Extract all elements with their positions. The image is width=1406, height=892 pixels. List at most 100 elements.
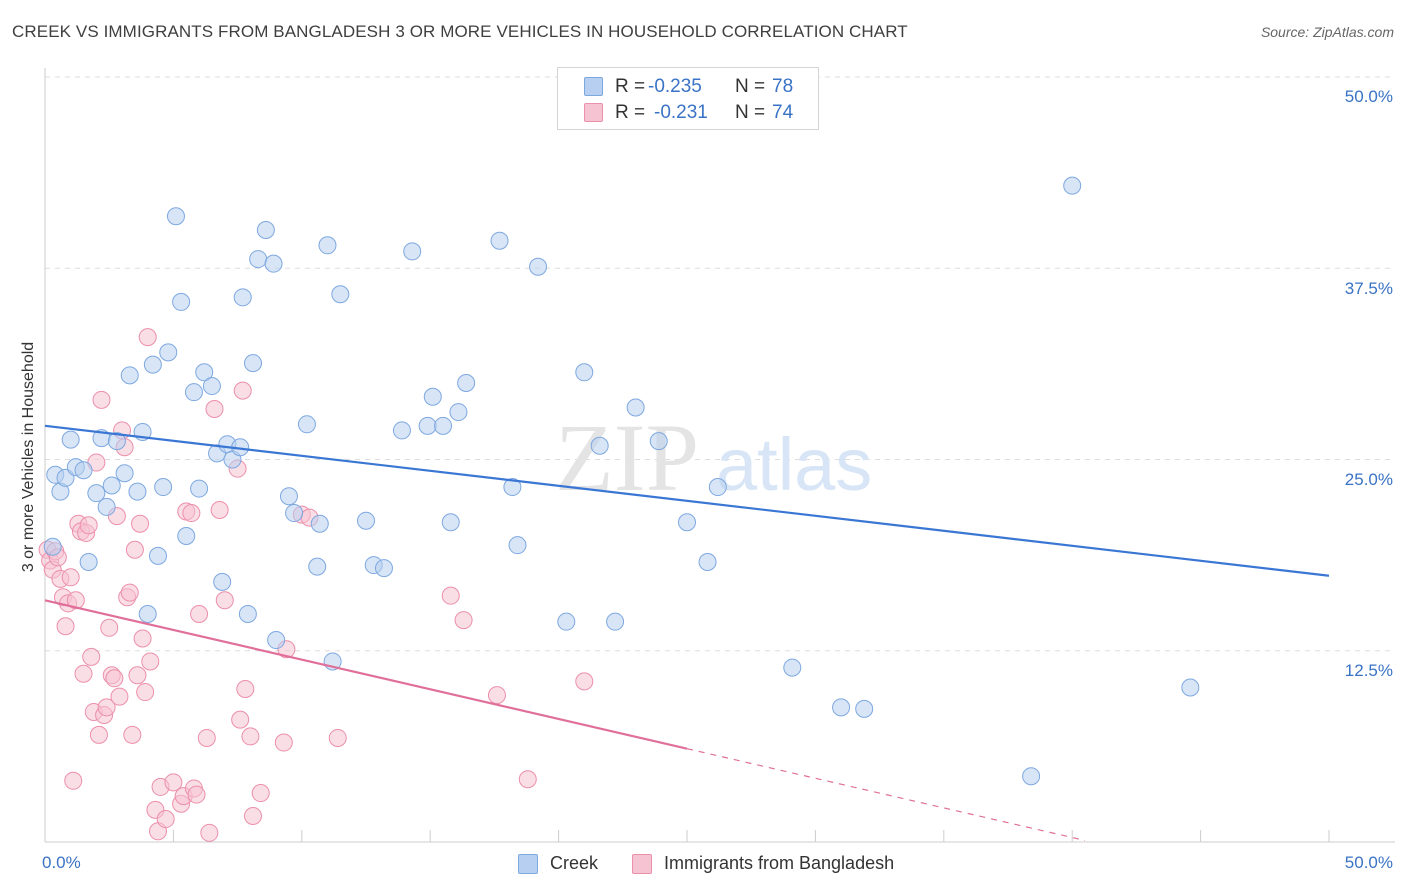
creek-point — [244, 354, 263, 373]
r-label: R = — [615, 76, 646, 97]
creek-point — [441, 513, 460, 532]
creek-point — [107, 432, 126, 451]
creek-point — [279, 487, 298, 506]
y-axis-label: 3 or more Vehicles in Household — [20, 341, 37, 573]
creek-point — [138, 605, 157, 624]
creek-point — [154, 478, 173, 497]
bangladesh-point — [66, 591, 85, 610]
creek-point — [264, 254, 283, 273]
bangladesh-point — [56, 617, 75, 636]
bangladesh-point — [125, 540, 144, 559]
bangladesh-point — [200, 823, 219, 842]
creek-legend-swatch — [518, 854, 538, 874]
series-creek-points — [43, 176, 1200, 786]
bangladesh-point — [454, 611, 473, 630]
x-tick-max: 50.0% — [1344, 853, 1393, 872]
creek-point — [708, 478, 727, 497]
creek-swatch — [584, 77, 603, 96]
creek-point — [190, 479, 209, 498]
creek-point — [128, 482, 147, 501]
n-value: 78 — [772, 76, 794, 97]
bangladesh-point — [251, 784, 270, 803]
creek-point — [374, 559, 393, 578]
bangladesh-point — [156, 810, 175, 829]
bangladesh-trend-extension — [686, 748, 1086, 842]
creek-point — [195, 363, 214, 382]
creek-point — [61, 430, 80, 449]
creek-point — [1181, 678, 1200, 697]
series-bangladesh-points — [38, 328, 594, 842]
creek-point — [102, 476, 121, 495]
axes — [44, 68, 1395, 843]
legend-label-bangladesh: Immigrants from Bangladesh — [664, 853, 895, 873]
creek-point — [403, 242, 422, 261]
n-value: 74 — [772, 102, 794, 123]
creek-point — [233, 288, 252, 307]
bangladesh-point — [136, 683, 155, 702]
creek-point — [285, 504, 304, 523]
y-tick-12-5: 12.5% — [1344, 661, 1393, 680]
creek-point — [79, 553, 98, 572]
r-label: R = — [615, 102, 646, 123]
creek-point — [172, 292, 191, 311]
r-value: -0.231 — [654, 102, 708, 123]
creek-point — [490, 231, 509, 250]
creek-point — [213, 572, 232, 591]
creek-point — [434, 416, 453, 435]
bangladesh-point — [244, 806, 263, 825]
r-value: -0.235 — [648, 76, 702, 97]
bangladesh-point — [187, 785, 206, 804]
creek-point — [832, 698, 851, 717]
creek-point — [606, 612, 625, 631]
bangladesh-point — [61, 568, 80, 587]
bangladesh-point — [231, 710, 250, 729]
bangladesh-swatch — [584, 103, 603, 122]
bangladesh-point — [441, 586, 460, 605]
bangladesh-point — [138, 328, 157, 347]
bangladesh-point — [92, 390, 111, 409]
creek-point — [418, 416, 437, 435]
creek-point — [297, 415, 316, 434]
creek-point — [177, 527, 196, 545]
creek-point — [331, 285, 350, 304]
creek-point — [783, 658, 802, 677]
bangladesh-point — [82, 647, 101, 666]
creek-point — [508, 536, 527, 555]
bangladesh-point — [190, 605, 209, 624]
bangladesh-point — [123, 725, 142, 744]
creek-point — [166, 207, 185, 226]
bangladesh-point — [274, 733, 293, 752]
creek-point — [87, 484, 106, 503]
bangladesh-trend-line — [44, 599, 688, 750]
chart-source: Source: ZipAtlas.com — [1260, 24, 1394, 40]
creek-point — [143, 355, 162, 374]
watermark-atlas: atlas — [716, 423, 872, 506]
creek-point — [256, 221, 275, 239]
creek-point — [503, 478, 522, 497]
n-label: N = — [735, 102, 766, 123]
creek-point — [529, 257, 548, 276]
creek-point — [1063, 176, 1082, 195]
bangladesh-point — [110, 687, 129, 706]
creek-point — [1022, 767, 1041, 786]
creek-point — [457, 374, 476, 392]
creek-point — [249, 250, 268, 269]
trend-lines — [44, 424, 1330, 842]
creek-point — [43, 537, 62, 556]
bangladesh-point — [79, 516, 98, 535]
creek-point — [590, 436, 609, 455]
creek-point — [678, 513, 696, 532]
creek-point — [557, 612, 576, 631]
creek-point — [202, 377, 221, 396]
creek-trend-line — [44, 424, 1330, 577]
creek-point — [120, 366, 139, 385]
creek-point — [449, 403, 468, 422]
creek-point — [97, 497, 116, 516]
legend-label-creek: Creek — [550, 853, 599, 873]
bangladesh-point — [205, 400, 224, 419]
x-tick-min: 0.0% — [42, 853, 81, 872]
creek-point — [184, 383, 203, 402]
bangladesh-point — [215, 591, 234, 610]
chart-title: CREEK VS IMMIGRANTS FROM BANGLADESH 3 OR… — [12, 22, 908, 41]
